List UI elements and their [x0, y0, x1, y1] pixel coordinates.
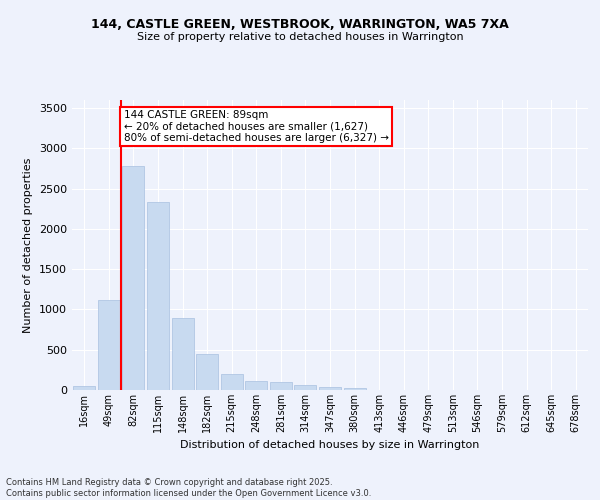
- Bar: [73, 386, 95, 390]
- Bar: [319, 387, 341, 390]
- Bar: [245, 380, 268, 390]
- Bar: [147, 202, 169, 390]
- Bar: [344, 388, 365, 390]
- Bar: [196, 354, 218, 390]
- Text: 144 CASTLE GREEN: 89sqm
← 20% of detached houses are smaller (1,627)
80% of semi: 144 CASTLE GREEN: 89sqm ← 20% of detache…: [124, 110, 389, 143]
- X-axis label: Distribution of detached houses by size in Warrington: Distribution of detached houses by size …: [181, 440, 479, 450]
- Bar: [122, 166, 145, 390]
- Bar: [172, 318, 194, 390]
- Bar: [295, 385, 316, 390]
- Bar: [270, 382, 292, 390]
- Bar: [221, 374, 243, 390]
- Y-axis label: Number of detached properties: Number of detached properties: [23, 158, 34, 332]
- Text: Contains HM Land Registry data © Crown copyright and database right 2025.
Contai: Contains HM Land Registry data © Crown c…: [6, 478, 371, 498]
- Text: 144, CASTLE GREEN, WESTBROOK, WARRINGTON, WA5 7XA: 144, CASTLE GREEN, WESTBROOK, WARRINGTON…: [91, 18, 509, 30]
- Text: Size of property relative to detached houses in Warrington: Size of property relative to detached ho…: [137, 32, 463, 42]
- Bar: [98, 300, 120, 390]
